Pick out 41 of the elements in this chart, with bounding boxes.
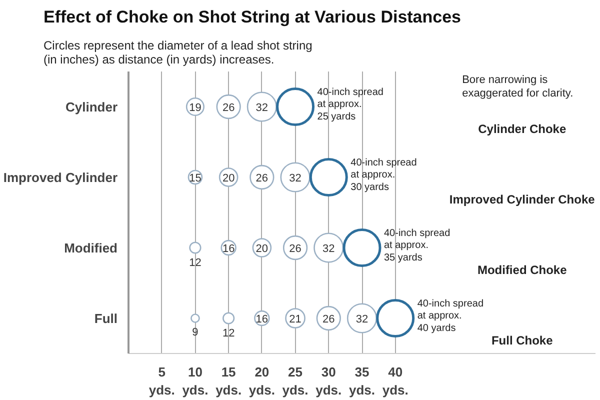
annotation: 19: [189, 102, 202, 114]
x-tick-label: 5 yds.: [148, 364, 175, 398]
chart-subtitle: Circles represent the diameter of a lead shot string (in inches) as distance (in yards) increases.: [44, 38, 312, 66]
y-tick-label: Improved Cylinder: [3, 170, 118, 185]
annotation: 40-inch spread at approx. 30 yards: [350, 158, 417, 193]
annotation: 40-inch spread at approx. 35 yards: [384, 228, 450, 264]
annotation: Modified Choke: [477, 262, 568, 277]
annotation: Bore narrowing is exaggerated for clarity.: [462, 74, 574, 100]
annotation: 12: [189, 257, 202, 270]
annotation: 26: [322, 313, 335, 326]
annotation: 40-inch spread at approx. 25 yards: [317, 87, 384, 122]
annotation: 9: [192, 326, 198, 338]
annotation: 32: [289, 172, 302, 184]
x-tick-label: 15 yds.: [216, 364, 242, 398]
annotation: Improved Cylinder Choke: [449, 192, 596, 206]
annotation: 16: [222, 242, 235, 255]
x-tick-label: 35 yds.: [348, 364, 376, 398]
y-tick-label: Cylinder: [65, 99, 118, 114]
annotation: 32: [356, 313, 368, 326]
annotation: 12: [222, 328, 235, 340]
annotation: 20: [256, 242, 268, 255]
annotation: 20: [222, 172, 235, 184]
annotation: Cylinder Choke: [478, 122, 566, 136]
chart-title: Effect of Choke on Shot String at Various Distances: [44, 8, 462, 26]
annotation: 26: [222, 102, 235, 114]
annotation: 26: [256, 172, 268, 184]
annotation: 15: [189, 172, 202, 184]
x-tick-label: 20 yds.: [248, 364, 275, 398]
y-tick-label: Modified: [64, 240, 118, 256]
x-tick-label: 10 yds.: [182, 364, 208, 398]
annotation: 16: [256, 313, 268, 326]
y-tick-label: Full: [94, 310, 118, 326]
annotation: 40-inch spread at approx. 40 yards: [417, 298, 484, 334]
annotation: 32: [256, 102, 268, 114]
annotation: 32: [322, 242, 335, 255]
annotation: 26: [289, 242, 302, 255]
annotation: 21: [289, 313, 302, 326]
annotation: Full Choke: [491, 333, 554, 348]
x-tick-label: 30 yds.: [316, 364, 342, 398]
x-tick-label: 40 yds.: [382, 364, 408, 398]
x-tick-label: 25 yds.: [282, 364, 308, 398]
